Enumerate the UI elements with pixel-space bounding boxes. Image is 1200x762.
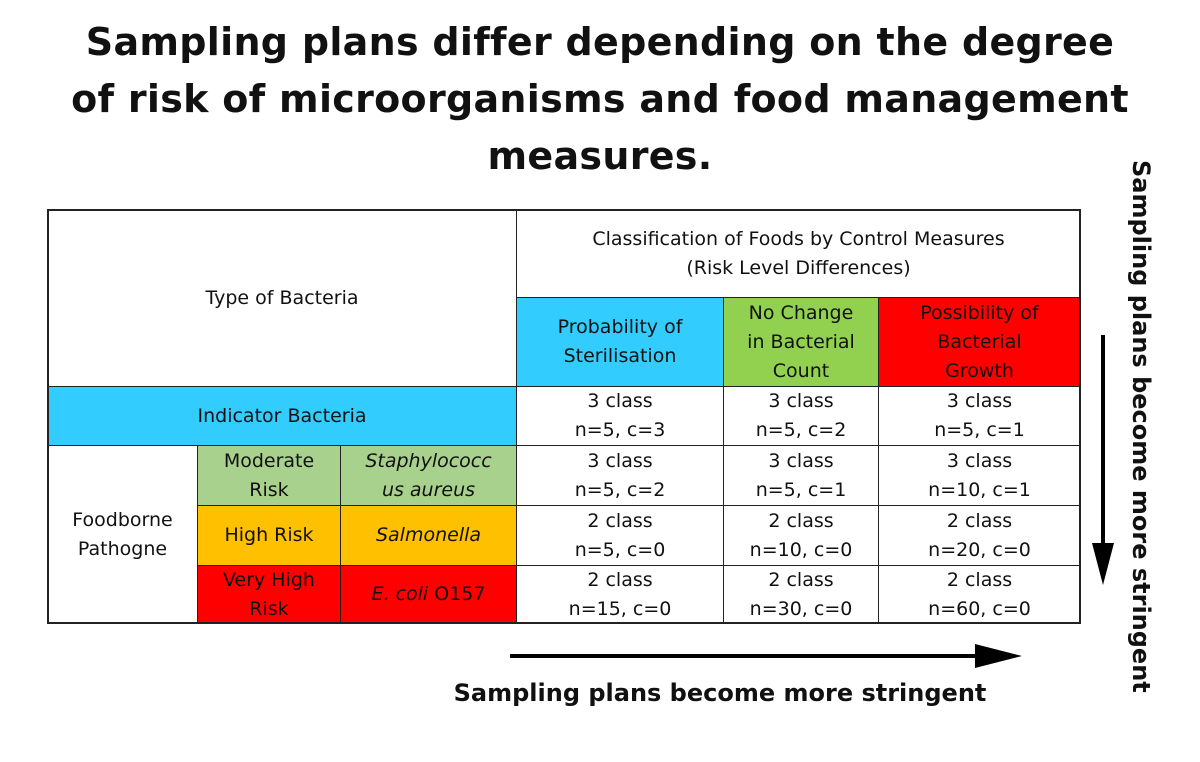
down-arrow-icon [1092, 335, 1114, 585]
organism-ecoli-suffix: O157 [428, 583, 486, 605]
row-indicator-bacteria: Indicator Bacteria [47, 386, 517, 446]
value-cell: 3 class n=5, c=2 [516, 445, 724, 506]
organism-ecoli-italic: E. coli [371, 583, 429, 605]
header-classification: Classification of Foods by Control Measu… [516, 209, 1081, 298]
value-cell: 2 class n=15, c=0 [516, 565, 724, 624]
organism-ecoli: E. coli O157 [340, 565, 517, 624]
value-cell: 2 class n=10, c=0 [723, 505, 879, 566]
right-arrow-icon [510, 644, 1022, 668]
risk-high: High Risk [197, 505, 341, 566]
page-title: Sampling plans differ depending on the d… [71, 20, 1129, 178]
value-cell: 3 class n=5, c=1 [723, 445, 879, 506]
horizontal-annotation: Sampling plans become more stringent [453, 679, 987, 707]
organism-salmonella: Salmonella [340, 505, 517, 566]
organism-staphylococcus: Staphylococc us aureus [340, 445, 517, 506]
value-cell: 3 class n=5, c=1 [878, 386, 1081, 446]
risk-very-high: Very High Risk [197, 565, 341, 624]
value-cell: 3 class n=5, c=2 [723, 386, 879, 446]
value-cell: 2 class n=30, c=0 [723, 565, 879, 624]
value-cell: 3 class n=10, c=1 [878, 445, 1081, 506]
column-growth: Possibility of Bacterial Growth [878, 297, 1081, 387]
value-cell: 2 class n=5, c=0 [516, 505, 724, 566]
value-cell: 2 class n=60, c=0 [878, 565, 1081, 624]
value-cell: 3 class n=5, c=3 [516, 386, 724, 446]
vertical-annotation: Sampling plans become more stringent [1127, 160, 1155, 693]
header-type-of-bacteria: Type of Bacteria [47, 209, 517, 387]
risk-moderate: Moderate Risk [197, 445, 341, 506]
value-cell: 2 class n=20, c=0 [878, 505, 1081, 566]
column-no-change: No Change in Bacterial Count [723, 297, 879, 387]
foodborne-pathogen-label: Foodborne Pathogne [47, 445, 198, 624]
column-sterilisation: Probability of Sterilisation [516, 297, 724, 387]
